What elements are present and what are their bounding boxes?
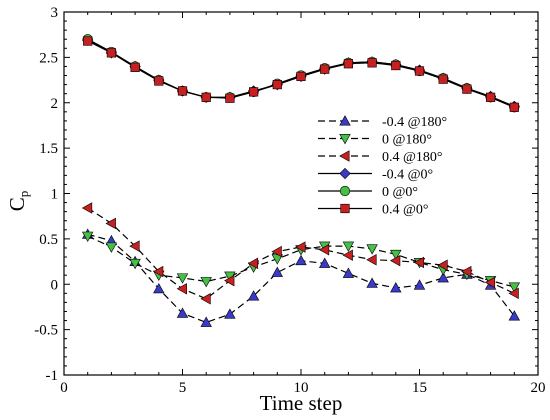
legend-marker xyxy=(340,203,350,214)
data-point xyxy=(508,310,521,321)
data-point xyxy=(176,273,189,284)
data-point xyxy=(153,282,165,294)
data-point xyxy=(271,245,282,258)
data-point xyxy=(224,274,235,287)
data-point xyxy=(391,60,401,71)
x-tick-label: 15 xyxy=(412,380,427,396)
data-point xyxy=(389,254,401,267)
data-point xyxy=(437,259,448,271)
data-point xyxy=(272,80,282,90)
y-tick-label: 2 xyxy=(51,96,59,112)
data-point xyxy=(177,86,188,96)
data-point xyxy=(83,36,93,46)
legend: -0.4 @180° 0 @180° 0.4 @180° -0.4 @0° 0 @0° 0… xyxy=(318,115,447,218)
data-point xyxy=(413,256,424,269)
data-point xyxy=(296,71,306,82)
data-point xyxy=(81,202,93,214)
x-tick-label: 10 xyxy=(294,380,309,396)
y-tick-label: 1 xyxy=(51,187,59,203)
data-point xyxy=(201,92,211,102)
series-6 xyxy=(83,36,519,112)
data-point xyxy=(105,217,116,230)
legend-marker xyxy=(339,134,351,145)
data-point xyxy=(176,283,187,295)
x-tick-label: 0 xyxy=(60,380,68,396)
y-axis-label: Cp xyxy=(5,191,31,212)
data-point xyxy=(200,277,212,288)
data-point xyxy=(130,62,140,72)
data-point xyxy=(224,308,236,319)
y-tick-label: 0 xyxy=(51,277,59,293)
x-tick-label: 5 xyxy=(179,380,187,396)
legend-label: 0 @180° xyxy=(382,133,432,148)
legend-label: 0 @0° xyxy=(382,185,418,200)
data-point xyxy=(295,254,307,266)
data-point xyxy=(295,241,306,253)
data-point xyxy=(176,307,189,318)
data-point xyxy=(484,276,496,289)
data-point xyxy=(414,66,425,76)
legend-label: -0.4 @0° xyxy=(382,168,433,183)
data-point xyxy=(508,282,521,293)
data-point xyxy=(366,277,378,288)
data-point xyxy=(366,244,378,255)
y-tick-label: 2.5 xyxy=(39,50,58,66)
data-point xyxy=(106,48,116,58)
x-axis-label: Time step xyxy=(260,391,343,415)
x-tick-label: 20 xyxy=(531,380,546,396)
legend-label: 0.4 @180° xyxy=(382,150,443,165)
data-point xyxy=(367,58,377,68)
legend-marker xyxy=(339,115,351,126)
y-tick-label: 1.5 xyxy=(39,141,58,157)
data-point xyxy=(342,241,355,252)
data-point xyxy=(342,267,355,278)
data-point xyxy=(271,266,284,277)
data-point xyxy=(508,287,519,300)
data-point xyxy=(485,92,496,102)
data-point xyxy=(342,249,353,261)
data-point xyxy=(225,93,235,103)
data-point xyxy=(390,282,402,293)
data-point xyxy=(509,102,519,112)
data-point xyxy=(154,76,164,86)
data-point xyxy=(318,244,330,256)
series-1 xyxy=(81,228,521,327)
y-tick-label: -0.5 xyxy=(34,323,58,339)
legend-label: 0.4 @0° xyxy=(382,203,429,218)
y-tick-label: 3 xyxy=(51,5,59,21)
data-point xyxy=(81,231,94,242)
y-tick-label: 0.5 xyxy=(39,232,58,248)
data-point xyxy=(249,87,259,97)
data-point xyxy=(462,84,472,94)
data-point xyxy=(200,316,212,327)
legend-marker xyxy=(339,150,350,162)
data-point xyxy=(152,265,164,278)
data-point xyxy=(320,64,330,74)
data-point xyxy=(366,254,377,266)
data-point xyxy=(437,272,449,283)
y-axis-label-subscript: p xyxy=(16,191,31,198)
data-point xyxy=(413,279,426,290)
data-point xyxy=(461,265,472,278)
y-tick-label: -1 xyxy=(46,368,59,384)
legend-marker xyxy=(339,185,351,197)
legend-label: -0.4 @180° xyxy=(382,115,447,130)
data-point xyxy=(247,290,260,301)
data-point xyxy=(200,293,211,305)
data-point xyxy=(129,258,141,270)
data-point xyxy=(438,74,448,84)
data-point xyxy=(390,249,402,261)
legend-marker xyxy=(339,167,351,180)
data-point xyxy=(318,257,331,268)
data-point xyxy=(343,59,354,69)
data-point xyxy=(105,242,118,253)
series-3 xyxy=(81,202,519,305)
data-point xyxy=(129,240,140,252)
data-point xyxy=(247,257,259,270)
